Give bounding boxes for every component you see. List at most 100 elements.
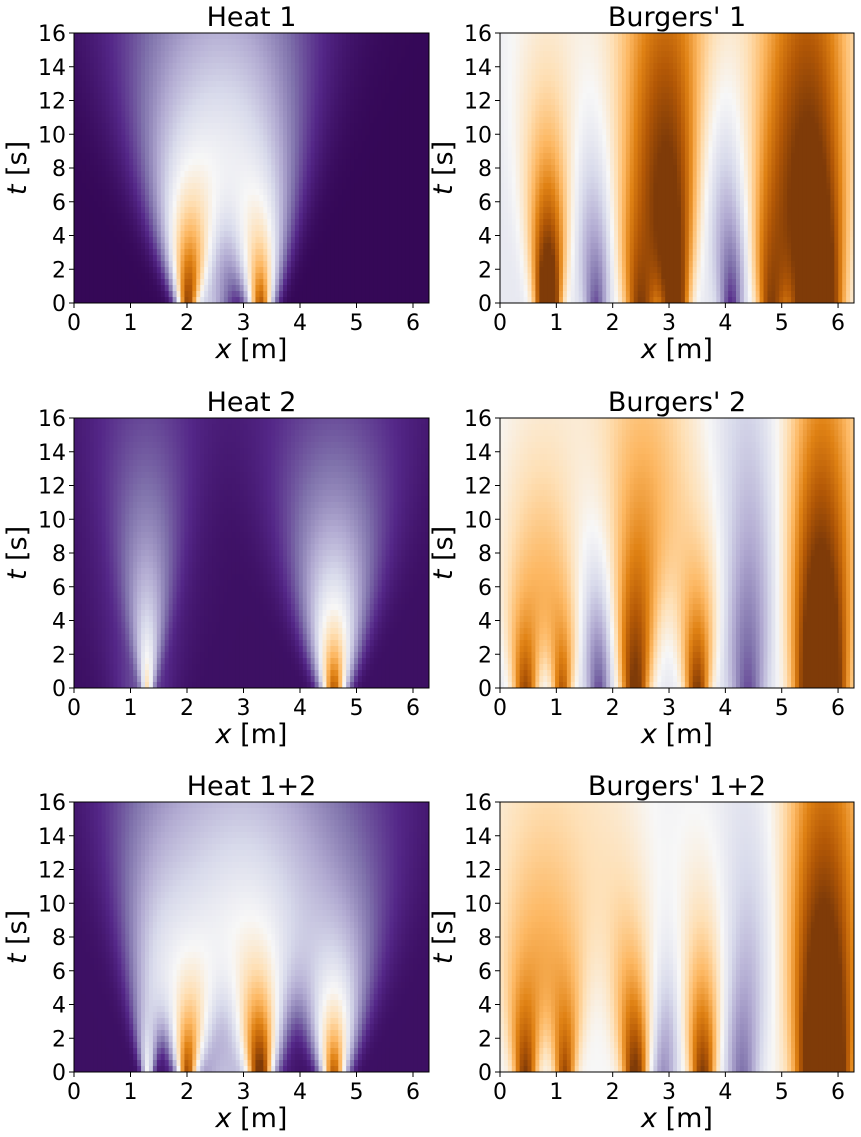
heatmap-cell: [223, 105, 229, 112]
heatmap-cell: [212, 33, 217, 40]
heatmap-cell: [653, 45, 658, 52]
heatmap-cell: [184, 159, 189, 166]
heatmap-cell: [231, 57, 237, 64]
heatmap-cell: [326, 195, 331, 202]
heatmap-cell: [421, 237, 426, 244]
heatmap-cell: [566, 33, 572, 40]
heatmap-cell: [653, 39, 658, 46]
heatmap-cell: [152, 117, 158, 124]
heatmap-cell: [326, 261, 331, 268]
heatmap-cell: [255, 261, 260, 268]
heatmap-cell: [279, 123, 284, 130]
heatmap-cell: [421, 93, 426, 100]
heatmap-cell: [287, 105, 292, 112]
heatmap-cell: [680, 33, 686, 40]
heatmap-cell: [168, 57, 174, 64]
heatmap-cell: [322, 261, 328, 268]
heatmap-cell: [121, 165, 126, 172]
heatmap-cell: [117, 225, 122, 232]
heatmap-cell: [562, 75, 568, 82]
heatmap-cell: [389, 291, 395, 298]
heatmap-cell: [188, 237, 193, 244]
heatmap-cell: [515, 81, 521, 88]
heatmap-cell: [216, 123, 221, 130]
heatmap-cell: [322, 213, 328, 220]
heatmap-cell: [231, 165, 237, 172]
heatmap-cell: [578, 39, 584, 46]
heatmap-cell: [385, 285, 391, 292]
heatmap-cell: [129, 117, 134, 124]
heatmap-cell: [680, 81, 686, 88]
heatmap-cell: [361, 57, 367, 64]
heatmap-cell: [125, 177, 130, 184]
heatmap-cell: [342, 285, 347, 292]
heatmap-cell: [342, 195, 347, 202]
heatmap-cell: [421, 297, 426, 303]
heatmap-cell: [397, 123, 402, 130]
heatmap-cell: [212, 255, 217, 262]
heatmap-cell: [219, 159, 225, 166]
heatmap-cell: [77, 75, 83, 82]
heatmap-cell: [85, 255, 91, 262]
heatmap-cell: [77, 261, 83, 268]
heatmap-cell: [105, 39, 111, 46]
heatmap-cell: [535, 69, 540, 76]
heatmap-cell: [413, 201, 418, 208]
heatmap-cell: [287, 33, 292, 40]
heatmap-cell: [298, 201, 304, 208]
heatmap-cell: [204, 123, 209, 130]
heatmap-cell: [164, 99, 170, 106]
heatmap-cell: [381, 45, 387, 52]
heatmap-cell: [109, 147, 115, 154]
heatmap-cell: [618, 75, 623, 82]
heatmap-cell: [216, 105, 221, 112]
heatmap-cell: [791, 75, 796, 82]
heatmap-cell: [164, 45, 170, 52]
heatmap-cell: [101, 45, 107, 52]
heatmap-cell: [117, 45, 122, 52]
heatmap-cell: [263, 207, 268, 214]
heatmap-cell: [208, 153, 213, 160]
heatmap-cell: [101, 267, 107, 274]
heatmap-cell: [113, 171, 118, 178]
heatmap-cell: [417, 285, 422, 292]
heatmap-cell: [515, 39, 521, 46]
heatmap-cell: [239, 213, 245, 220]
heatmap-cell: [267, 111, 272, 118]
heatmap-cell: [381, 237, 387, 244]
heatmap-cell: [381, 99, 387, 106]
heatmap-cell: [125, 171, 130, 178]
heatmap-cell: [409, 237, 414, 244]
heatmap-cell: [365, 51, 371, 58]
heatmap-cell: [109, 39, 115, 46]
heatmap-cell: [515, 63, 521, 70]
heatmap-cell: [196, 159, 201, 166]
heatmap-cell: [263, 171, 268, 178]
heatmap-cell: [704, 87, 710, 94]
heatmap-cell: [377, 129, 383, 136]
heatmap-cell: [338, 189, 343, 196]
heatmap-cell: [385, 153, 391, 160]
heatmap-cell: [298, 105, 304, 112]
heatmap-cell: [227, 267, 233, 274]
heatmap-cell: [105, 111, 111, 118]
heatmap-cell: [361, 93, 367, 100]
heatmap-cell: [227, 195, 233, 202]
heatmap-cell: [247, 123, 253, 130]
heatmap-cell: [212, 279, 217, 286]
heatmap-cell: [377, 291, 383, 298]
heatmap-cell: [287, 69, 292, 76]
heatmap-cell: [385, 201, 391, 208]
heatmap-cell: [74, 291, 79, 298]
heatmap-cell: [145, 225, 150, 232]
heatmap-cell: [81, 231, 87, 238]
heatmap-cell: [267, 123, 272, 130]
heatmap-cell: [200, 285, 205, 292]
heatmap-cell: [720, 87, 725, 94]
heatmap-cell: [81, 141, 87, 148]
heatmap-cell: [109, 87, 115, 94]
heatmap-cell: [736, 39, 741, 46]
heatmap-cell: [204, 207, 209, 214]
heatmap-cell: [192, 201, 197, 208]
heatmap-cell: [830, 69, 835, 76]
